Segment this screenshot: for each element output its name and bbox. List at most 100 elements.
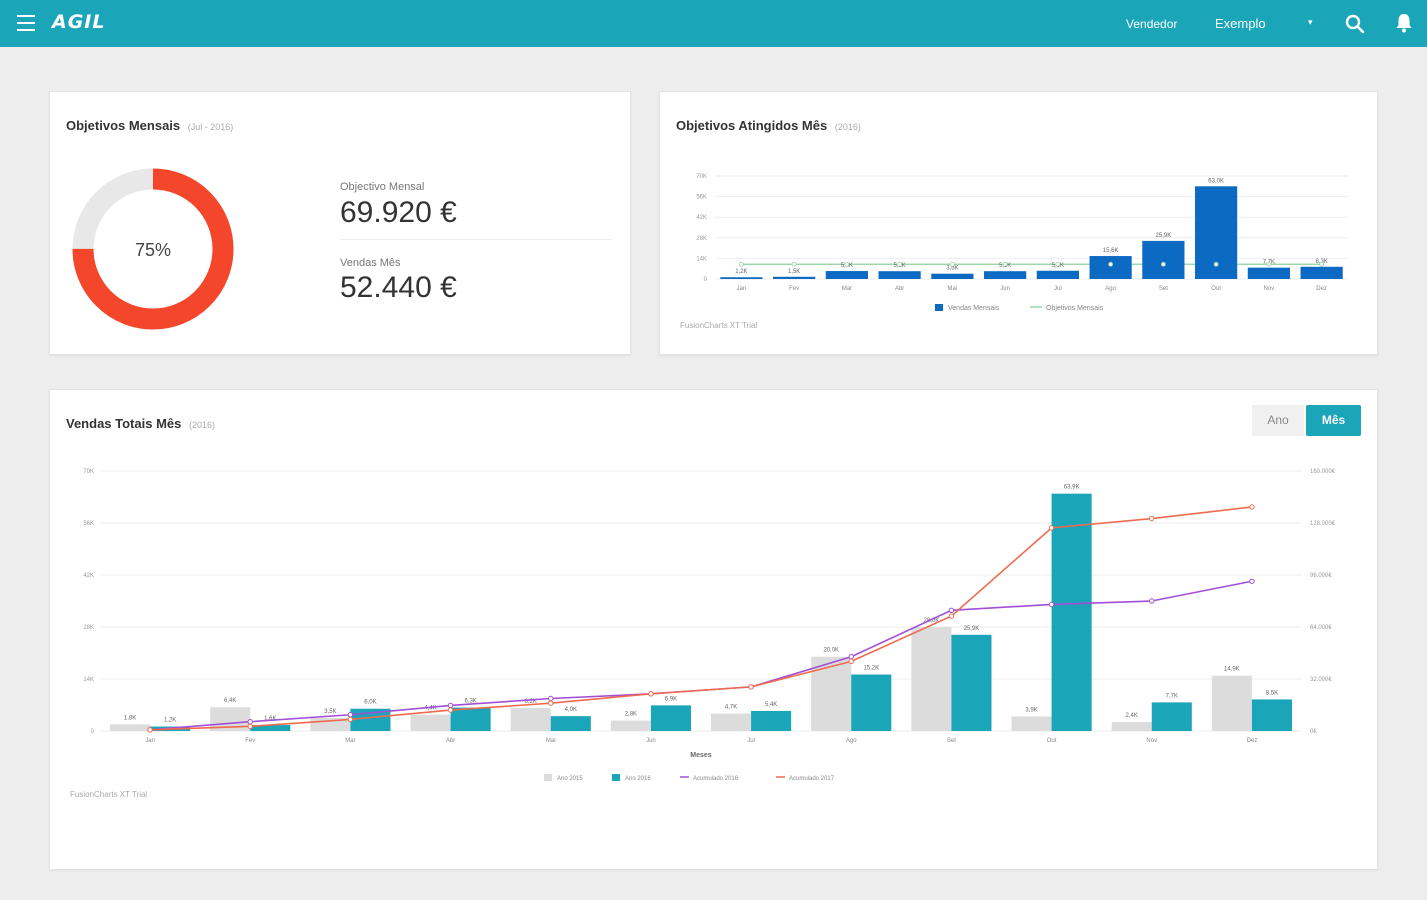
card-title-text: Objetivos Atingidos Mês xyxy=(676,118,828,133)
y-tick-label: 42K xyxy=(83,573,94,579)
sales-bar xyxy=(720,277,763,279)
data-label-2015: 6,2K xyxy=(525,699,537,705)
donut-progress xyxy=(72,168,234,330)
bar-2016 xyxy=(1151,702,1192,731)
cumulative-2016-point xyxy=(1048,601,1055,608)
chart-trial-watermark: FusionCharts XT Trial xyxy=(70,790,148,799)
objective-point xyxy=(1213,261,1219,267)
bar-2015 xyxy=(410,714,451,731)
data-label-2016: 8,5K xyxy=(1266,690,1278,696)
data-label-2016: 6,0K xyxy=(364,700,376,706)
data-label-2015: 1,8K xyxy=(124,715,136,721)
hamburger-menu-icon[interactable] xyxy=(17,15,35,31)
cumulative-2017-point xyxy=(548,700,554,706)
bar-2016 xyxy=(250,725,291,731)
cumulative-2017-point xyxy=(748,684,754,690)
card-title: Objetivos Atingidos Mês (2016) xyxy=(676,118,861,133)
data-label-2015: 4,7K xyxy=(725,705,737,711)
x-tick-label: Out xyxy=(1211,286,1221,292)
objectives-bar-chart: 014K28K42K56K70K1,2KJan1,5KFev5,4KMar5,3… xyxy=(696,174,1348,312)
cumulative-2017-point xyxy=(948,613,955,619)
data-label: 3,6K xyxy=(946,266,958,272)
objective-label: Objectivo Mensal xyxy=(340,181,425,193)
bar-2015 xyxy=(510,707,551,731)
cumulative-2017-point xyxy=(247,723,253,730)
x-tick-label: Mai xyxy=(546,738,556,744)
data-label-2015: 6,4K xyxy=(224,698,236,704)
cumulative-2016-point xyxy=(247,719,253,725)
sales-bar xyxy=(773,276,816,279)
kpi-divider xyxy=(340,239,612,240)
objective-point xyxy=(1108,261,1114,267)
card-subtitle: (2016) xyxy=(188,420,215,430)
x-tick-label: Abr xyxy=(895,286,904,292)
y-tick-label: 14K xyxy=(83,677,94,683)
bar-2016 xyxy=(851,674,892,731)
legend-label: Ano 2016 xyxy=(625,776,651,782)
total-sales-combo-chart: 0 0€ 14K 32.000€ 28K 64.000€ 42K 96.000€ 56K 128.… xyxy=(83,469,1336,782)
y-tick-label: 0 xyxy=(704,277,708,283)
objective-point xyxy=(1319,261,1325,267)
sales-bar xyxy=(984,271,1027,279)
legend-label: Acumulado 2017 xyxy=(789,776,835,782)
cumulative-2016-point xyxy=(848,654,854,660)
legend-label: Vendas Mensais xyxy=(948,305,1000,312)
data-label-2016: 63,9K xyxy=(1064,485,1080,491)
legend-swatch xyxy=(544,774,552,781)
objective-point xyxy=(1055,261,1061,267)
bar-2015 xyxy=(110,724,151,731)
card-title: Vendas Totais Mês (2016) xyxy=(66,416,215,431)
cumulative-2017-point xyxy=(648,691,654,697)
card-title: Objetivos Mensais (Jul - 2016) xyxy=(66,118,233,133)
sales-bar xyxy=(1036,270,1079,279)
year-toggle-button[interactable]: Ano xyxy=(1252,405,1304,436)
y-right-tick-label: 128.000€ xyxy=(1310,521,1336,527)
vendor-select[interactable]: Exemplo xyxy=(1215,16,1266,31)
legend-label: Ano 2015 xyxy=(557,776,583,782)
objective-point xyxy=(1002,261,1008,267)
legend-swatch-sales xyxy=(935,304,943,311)
bell-icon[interactable] xyxy=(1395,13,1413,33)
chart-trial-watermark: FusionCharts XT Trial xyxy=(680,321,758,330)
data-label-2015: 20,0K xyxy=(823,648,839,654)
data-label-2016: 7,7K xyxy=(1166,693,1178,699)
bar-2016 xyxy=(550,716,591,731)
y-right-tick-label: 32.000€ xyxy=(1310,677,1332,683)
x-tick-label: Fev xyxy=(789,286,799,292)
card-title-text: Objetivos Mensais xyxy=(66,118,181,133)
bar-2015 xyxy=(711,713,752,731)
y-tick-label: 0 xyxy=(91,729,95,735)
x-tick-label: Jun xyxy=(646,738,656,744)
data-label-2016: 1,2K xyxy=(164,718,176,724)
bar-2015 xyxy=(911,627,952,731)
bar-2016 xyxy=(450,707,491,731)
data-label-2016: 6,9K xyxy=(665,696,677,702)
data-label-2016: 4,0K xyxy=(565,707,577,713)
search-icon[interactable] xyxy=(1345,14,1365,34)
data-label-2016: 5,4K xyxy=(765,702,777,708)
cumulative-2016-point xyxy=(447,702,454,709)
app-logo[interactable]: AGIL xyxy=(52,11,106,33)
x-tick-label: Fev xyxy=(245,738,255,744)
card-subtitle: (2016) xyxy=(834,122,861,132)
bar-2016 xyxy=(1051,493,1092,731)
objectives-achieved-card: Objetivos Atingidos Mês (2016) 0 14K 28K 42… xyxy=(659,91,1378,355)
x-tick-label: Jun xyxy=(1000,286,1010,292)
y-tick-label: 28K xyxy=(83,625,94,631)
month-toggle-button[interactable]: Mês xyxy=(1306,405,1361,436)
cumulative-2016-point xyxy=(347,712,354,718)
y-tick-label: 28K xyxy=(696,236,707,242)
objective-point xyxy=(897,261,903,267)
bar-2015 xyxy=(811,656,852,731)
sales-bar xyxy=(878,271,921,279)
sales-value: 52.440 € xyxy=(340,271,457,304)
x-tick-label: Nov xyxy=(1146,738,1157,744)
chevron-down-icon[interactable]: ▾ xyxy=(1308,17,1313,27)
y-right-tick-label: 96.000€ xyxy=(1310,573,1332,579)
cumulative-2017-line xyxy=(150,506,1253,731)
sales-bar xyxy=(931,273,974,279)
y-tick-label: 56K xyxy=(696,195,707,201)
x-tick-label: Mar xyxy=(345,738,355,744)
bar-2016 xyxy=(650,705,691,731)
donut-percent-label: 75% xyxy=(135,240,171,260)
